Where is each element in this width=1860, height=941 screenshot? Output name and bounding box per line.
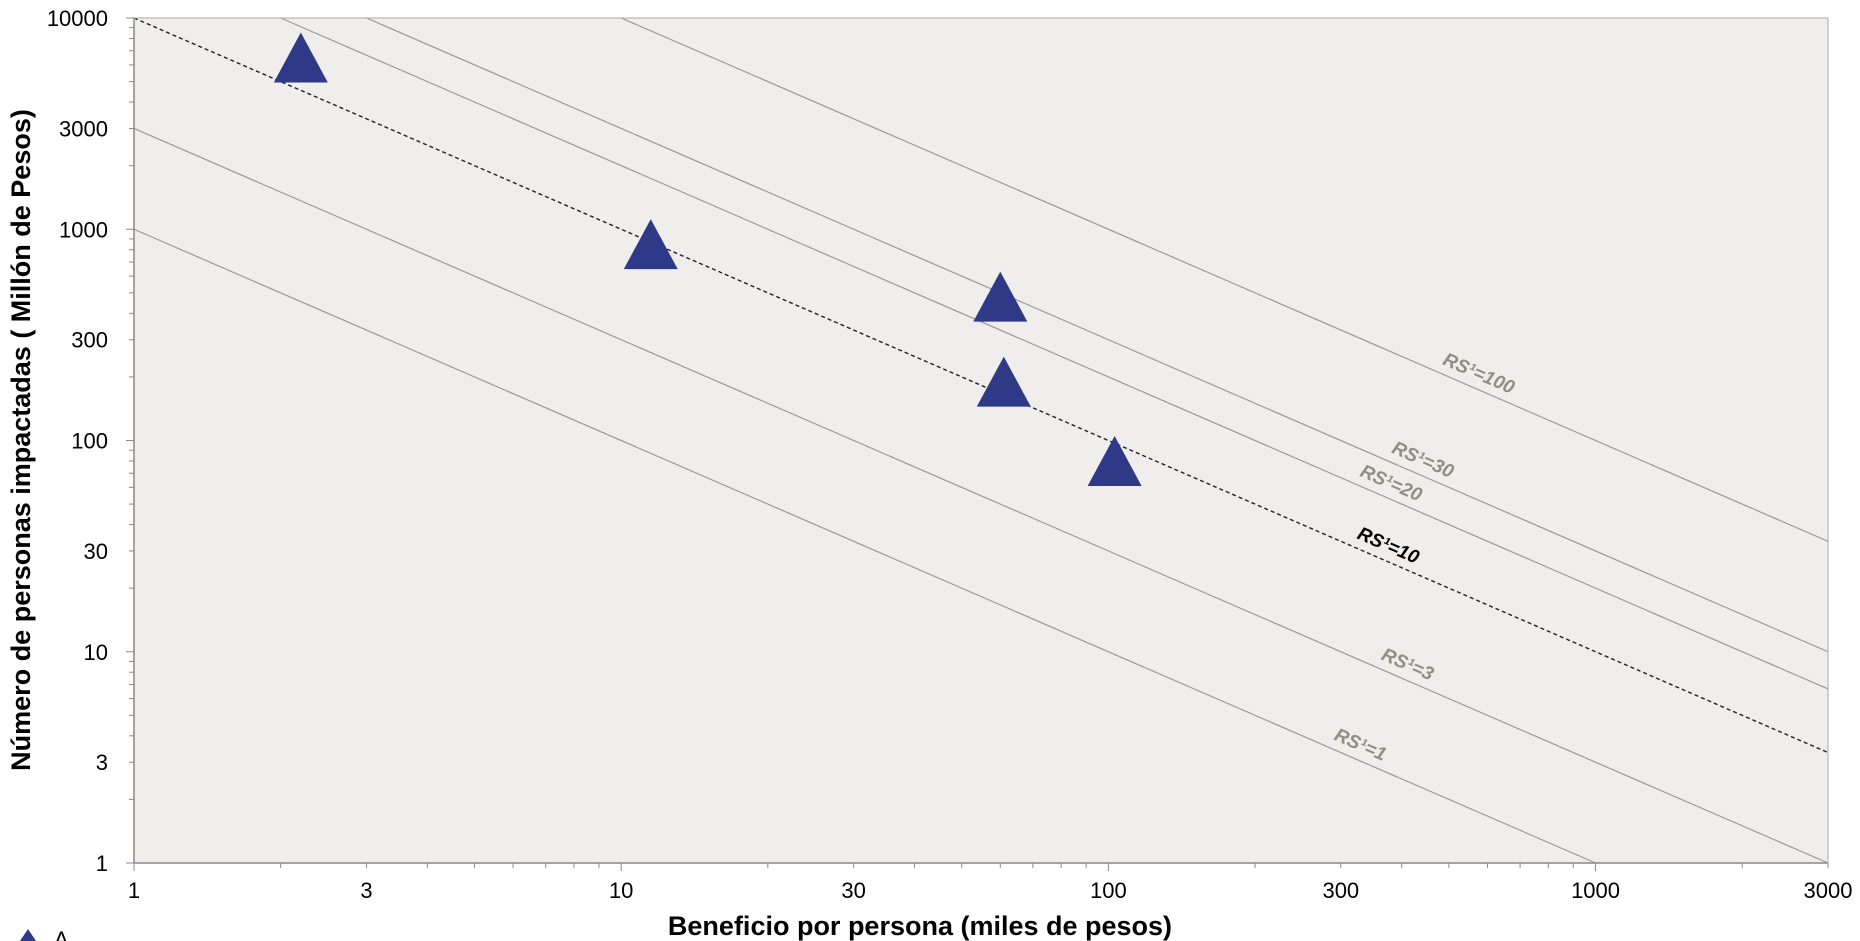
- y-tick-label: 1: [96, 851, 108, 876]
- y-tick-label: 10000: [47, 6, 108, 31]
- y-tick-label: 30: [84, 539, 108, 564]
- y-tick-label: 3: [96, 750, 108, 775]
- legend-triangle-icon: [20, 929, 36, 941]
- axes: [126, 17, 1829, 871]
- legend: A: [20, 927, 69, 941]
- legend-label: A: [54, 927, 69, 941]
- x-tick-label: 1000: [1571, 878, 1620, 903]
- reference-lines: [133, 17, 1829, 864]
- y-tick-label: 1000: [59, 217, 108, 242]
- x-tick-label: 1: [128, 878, 140, 903]
- data-point-triangle: [973, 271, 1028, 322]
- x-tick-label: 100: [1090, 878, 1127, 903]
- reference-line-rs-20: [280, 17, 1829, 690]
- x-tick-label: 300: [1322, 878, 1359, 903]
- data-point-triangle: [976, 356, 1031, 407]
- data-point-triangle: [623, 219, 678, 270]
- y-axis-title: Número de personas impactadas ( Millón d…: [6, 109, 36, 771]
- y-tick-label: 3000: [59, 116, 108, 141]
- reference-line-rs-30: [366, 17, 1829, 653]
- x-tick-label: 30: [841, 878, 865, 903]
- x-tick-label: 10: [609, 878, 633, 903]
- y-tick-label: 10: [84, 640, 108, 665]
- reference-line-rs-3: [133, 127, 1829, 864]
- y-tick-label: 300: [71, 328, 108, 353]
- x-tick-label: 3000: [1804, 878, 1853, 903]
- data-markers: [273, 32, 1142, 486]
- reference-line-rs-100: [620, 17, 1829, 542]
- x-tick-label: 3: [360, 878, 372, 903]
- data-point-triangle: [273, 32, 328, 83]
- y-tick-label: 100: [71, 429, 108, 454]
- plot-background: [134, 18, 1828, 863]
- data-point-triangle: [1087, 435, 1142, 486]
- x-axis-title: Beneficio por persona (miles de pesos): [668, 911, 1172, 941]
- reference-line-rs-1: [133, 228, 1596, 864]
- tick-labels: 1 3 10 30 100 300 1000 3000 10000 3000 1000 300 100 3…: [47, 6, 1853, 903]
